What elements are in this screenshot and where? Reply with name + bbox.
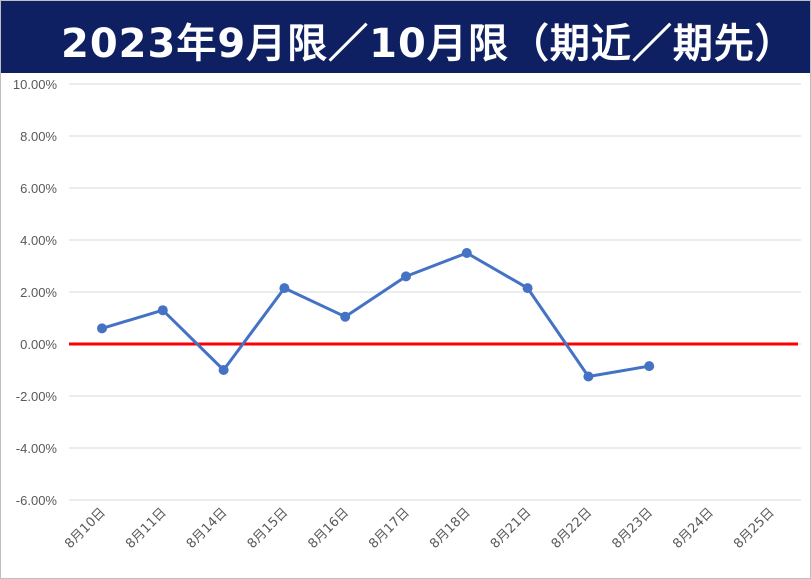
x-tick-label: 8月11日: [123, 505, 170, 552]
x-tick-label: 8月24日: [670, 505, 717, 552]
title-bar: 2023年9月限／10月限（期近／期先）: [1, 1, 810, 73]
x-tick-label: 8月25日: [731, 505, 778, 552]
data-point: [340, 311, 351, 322]
chart-title: 2023年9月限／10月限（期近／期先）: [61, 21, 796, 67]
x-tick-label: 8月16日: [305, 505, 352, 552]
data-point: [157, 305, 168, 316]
x-tick-label: 8月15日: [245, 505, 292, 552]
x-tick-label: 8月10日: [62, 505, 109, 552]
data-point: [97, 323, 107, 334]
series-line: [101, 251, 650, 378]
y-tick-label: 0.00%: [20, 337, 57, 352]
data-point: [218, 365, 229, 375]
y-tick-label: 10.00%: [13, 77, 58, 92]
data-point: [583, 371, 594, 382]
x-tick-label: 8月23日: [609, 505, 656, 552]
y-tick-label: -4.00%: [16, 441, 58, 456]
x-tick-label: 8月18日: [427, 505, 474, 552]
x-tick-label: 8月22日: [549, 505, 596, 552]
x-tick-label: 8月21日: [488, 505, 535, 552]
y-tick-label: 6.00%: [20, 181, 57, 196]
x-tick-label: 8月17日: [366, 505, 413, 552]
series-plot: [97, 248, 655, 382]
data-point: [279, 283, 290, 294]
x-axis: 8月10日 8月11日 8月14日 8月15日 8月16日 8月17日 8月18日 8月21日…: [62, 505, 777, 552]
y-tick-label: 4.00%: [20, 233, 57, 248]
data-point: [461, 248, 472, 258]
data-point: [401, 271, 411, 282]
y-tick-label: 8.00%: [20, 129, 57, 144]
data-point: [522, 283, 533, 294]
data-point: [644, 361, 655, 372]
y-axis: 10.00% 8.00% 6.00% 4.00% 2.00% 0.00% -2.00% -4.…: [13, 77, 58, 508]
gridlines: [69, 83, 801, 501]
x-tick-label: 8月14日: [184, 505, 231, 552]
y-tick-label: 2.00%: [20, 285, 57, 300]
y-tick-label: -6.00%: [16, 493, 58, 508]
y-tick-label: -2.00%: [16, 389, 58, 404]
